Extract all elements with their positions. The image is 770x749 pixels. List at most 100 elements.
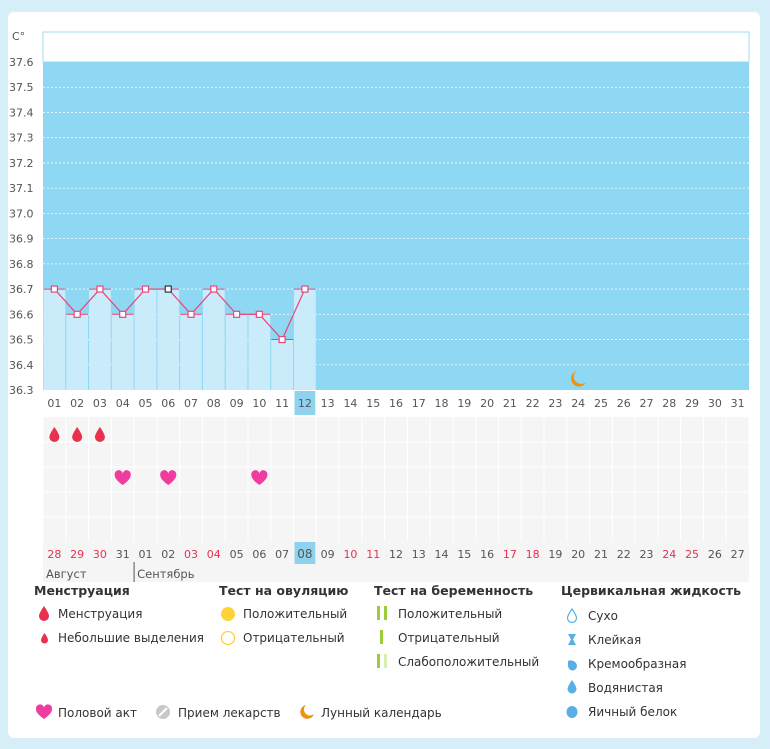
- cycle-day-label: 06: [161, 397, 175, 410]
- cycle-day-label: 18: [435, 397, 449, 410]
- month-label: Август: [46, 567, 87, 581]
- calendar-day-label: 14: [435, 548, 449, 561]
- month-label: Сентябрь: [137, 567, 195, 581]
- calendar-day-label: 02: [161, 548, 175, 561]
- cycle-day-label: 15: [366, 397, 380, 410]
- cycle-day-label: 08: [207, 397, 221, 410]
- calendar-day-label: 25: [685, 548, 699, 561]
- legend-ovulation-negative: Отрицательный: [243, 631, 345, 645]
- temperature-bar: [294, 289, 316, 390]
- calendar-day-label: 13: [412, 548, 426, 561]
- temperature-bar: [180, 314, 202, 390]
- plot-top-strip: [42, 31, 750, 63]
- cycle-day-label: 22: [526, 397, 540, 410]
- calendar-day-label: 31: [116, 548, 130, 561]
- calendar-day-label: 23: [640, 548, 654, 561]
- cycle-day-label: 14: [343, 397, 357, 410]
- y-tick-label: 36.9: [9, 233, 34, 246]
- dry-icon: [566, 608, 578, 623]
- temperature-line: [53, 288, 306, 341]
- y-axis-unit: C°: [12, 30, 25, 43]
- menstruation-drop-icon: [49, 427, 60, 442]
- small-drop-icon: [41, 633, 48, 644]
- calendar-day-label: 22: [617, 548, 631, 561]
- calendar-day-label: 05: [230, 548, 244, 561]
- blood-drop-icon: [39, 606, 49, 621]
- calendar-day-label: 19: [548, 548, 562, 561]
- legend-intercourse: Половой акт: [58, 706, 137, 720]
- temperature-point: [119, 310, 127, 318]
- temperature-bar: [202, 289, 225, 390]
- cycle-day-label: 20: [480, 397, 494, 410]
- legend-moon: Лунный календарь: [321, 706, 442, 720]
- creamy-icon: [568, 660, 577, 671]
- cycle-day-label: 01: [47, 397, 61, 410]
- cycle-day-label: 05: [138, 397, 152, 410]
- cycle-day-label: 12: [298, 397, 312, 410]
- temperature-point: [164, 285, 172, 293]
- cycle-day-label: 26: [617, 397, 631, 410]
- calendar-day-label: 16: [480, 548, 494, 561]
- calendar-day-label: 21: [594, 548, 608, 561]
- legend-cervical-watery: Водянистая: [588, 681, 663, 695]
- calendar-day-label: 28: [47, 548, 61, 561]
- temperature-point: [278, 335, 286, 344]
- calendar-day-label: 20: [571, 548, 585, 561]
- calendar-day-label: 18: [526, 548, 540, 561]
- y-tick-label: 36.3: [9, 384, 34, 397]
- sticky-icon: [568, 634, 576, 645]
- cycle-day-label: 27: [640, 397, 654, 410]
- legend-ovulation-title: Тест на овуляцию: [219, 583, 349, 598]
- cycle-day-label: 21: [503, 397, 517, 410]
- y-tick-label: 36.8: [9, 258, 34, 271]
- watery-icon: [567, 680, 577, 694]
- legend-pregnancy-title: Тест на беременность: [374, 583, 534, 598]
- chart-card: C° 37.6 37.5 37.4 37.3 37.2 37.1 37.0 36.9 36.8 36…: [8, 12, 760, 738]
- cycle-day-label: 13: [321, 397, 335, 410]
- legend-pregnancy-weak: Слабоположительный: [398, 655, 540, 669]
- temperature-point: [96, 285, 104, 293]
- events-grid: [43, 417, 749, 542]
- cycle-day-label: 03: [93, 397, 107, 410]
- calendar-day-label: 29: [70, 548, 84, 561]
- menstruation-drop-icon: [94, 427, 105, 442]
- calendar-day-label: 11: [366, 548, 380, 561]
- calendar-day-label: 30: [93, 548, 107, 561]
- cycle-day-label: 25: [594, 397, 608, 410]
- ovulation-negative-icon: [220, 630, 236, 646]
- calendar-today-highlight: [294, 542, 316, 564]
- cycle-day-label: 31: [731, 397, 745, 410]
- calendar-day-label: 26: [708, 548, 722, 561]
- temperature-point: [232, 310, 241, 318]
- temperature-bar: [134, 289, 157, 390]
- temperature-point: [73, 310, 81, 318]
- calendar-day-label: 03: [184, 548, 198, 561]
- legend-pregnancy-positive: Положительный: [398, 607, 503, 621]
- calendar-day-label: 10: [343, 548, 357, 561]
- legend-pregnancy-negative: Отрицательный: [398, 631, 500, 645]
- y-tick-label: 36.4: [9, 359, 34, 372]
- legend-spotting-item: Небольшие выделения: [58, 631, 205, 645]
- legend-cervical-sticky: Клейкая: [588, 633, 642, 647]
- calendar-day-label: 07: [275, 548, 289, 561]
- y-tick-label: 36.6: [9, 308, 34, 321]
- ovulation-positive-icon: [221, 607, 235, 621]
- y-tick-label: 37.3: [9, 132, 34, 145]
- pregnancy-positive-icon: [377, 606, 387, 620]
- temperature-point: [301, 285, 309, 293]
- cycle-day-label: 16: [389, 397, 403, 410]
- calendar-row: [43, 542, 749, 566]
- temperature-bar: [225, 314, 248, 390]
- y-tick-label: 37.6: [9, 56, 34, 69]
- moon-icon: [300, 705, 314, 719]
- cycle-day-label: 23: [548, 397, 562, 410]
- pregnancy-negative-icon: [380, 630, 383, 644]
- temperature-bar: [66, 314, 89, 390]
- calendar-day-label: 17: [503, 548, 517, 561]
- calendar-day-label: 09: [321, 548, 335, 561]
- y-tick-label: 37.5: [9, 81, 34, 94]
- egg-white-icon: [566, 706, 578, 718]
- heart-icon: [35, 704, 53, 719]
- temperature-bar: [271, 339, 294, 390]
- temperature-bar: [43, 289, 66, 390]
